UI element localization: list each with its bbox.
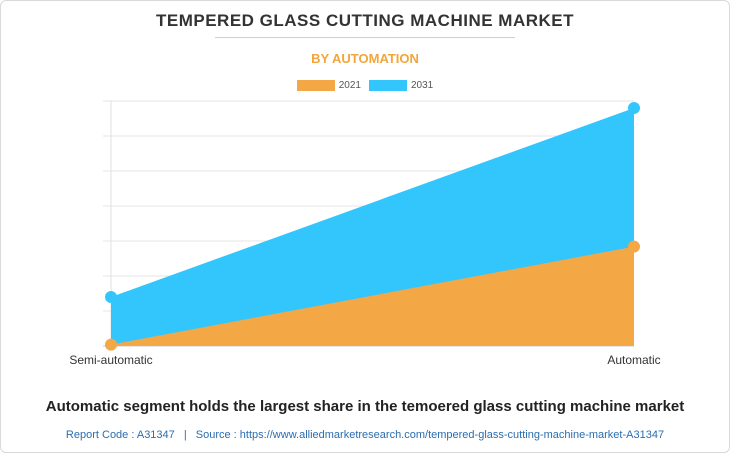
- report-code: Report Code : A31347: [65, 429, 175, 441]
- legend: 2021 2031: [0, 80, 730, 91]
- legend-label-2021: 2021: [338, 80, 361, 91]
- legend-item-2031[interactable]: 2031: [369, 80, 433, 91]
- point-2031-Automatic: [628, 102, 640, 114]
- chart-subtitle: BY AUTOMATION: [311, 51, 419, 66]
- area-series-2021: [111, 246, 634, 346]
- legend-swatch-2031: [369, 80, 407, 91]
- title-divider: [215, 37, 515, 38]
- point-2031-Semi-automatic: [105, 291, 117, 303]
- x-tick-label: Semi-automatic: [69, 353, 152, 367]
- legend-label-2031: 2031: [411, 80, 434, 91]
- legend-item-2021[interactable]: 2021: [296, 80, 361, 91]
- x-tick-label: Automatic: [607, 353, 660, 367]
- footer-separator: |: [183, 429, 187, 441]
- source-link[interactable]: Source : https://www.alliedmarketresearc…: [195, 429, 665, 441]
- point-2021-Semi-automatic: [105, 338, 117, 351]
- point-2021-Automatic: [628, 240, 640, 253]
- legend-swatch-2021: [296, 80, 335, 91]
- chart-caption: Automatic segment holds the largest shar…: [45, 398, 685, 415]
- chart-title: TEMPERED GLASS CUTTING MACHINE MARKET: [156, 11, 574, 30]
- area-chart: Semi-automatic Automatic: [69, 100, 661, 367]
- footer: Report Code : A31347 | Source : https://…: [0, 429, 730, 441]
